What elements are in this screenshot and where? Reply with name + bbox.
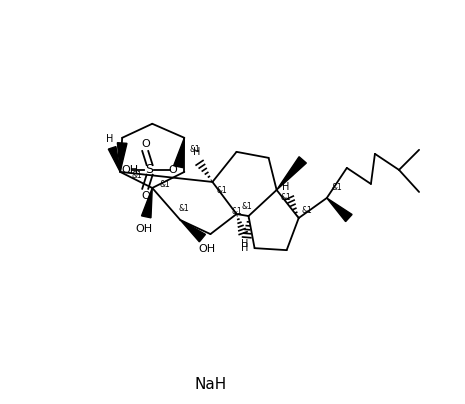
Polygon shape xyxy=(108,147,120,172)
Text: &1: &1 xyxy=(302,206,312,215)
Text: O: O xyxy=(141,139,150,149)
Text: &1: &1 xyxy=(159,180,170,189)
Text: NaH: NaH xyxy=(194,377,226,392)
Polygon shape xyxy=(180,220,206,242)
Text: H: H xyxy=(241,243,248,253)
Text: &1: &1 xyxy=(189,145,200,154)
Text: &1: &1 xyxy=(179,204,189,213)
Text: OH: OH xyxy=(136,224,153,234)
Polygon shape xyxy=(141,188,152,218)
Polygon shape xyxy=(117,143,127,172)
Text: H: H xyxy=(193,147,200,157)
Text: O: O xyxy=(168,165,177,175)
Text: O: O xyxy=(141,191,150,201)
Polygon shape xyxy=(173,138,184,168)
Text: &1: &1 xyxy=(132,171,142,181)
Polygon shape xyxy=(327,198,352,222)
Polygon shape xyxy=(277,157,306,190)
Text: &1: &1 xyxy=(332,183,342,192)
Text: H: H xyxy=(282,182,289,192)
Text: &1: &1 xyxy=(216,186,227,195)
Text: &1: &1 xyxy=(241,202,252,211)
Text: S: S xyxy=(146,163,153,177)
Text: OH: OH xyxy=(121,165,139,175)
Text: &1: &1 xyxy=(232,207,242,216)
Text: &1: &1 xyxy=(281,193,292,202)
Text: H: H xyxy=(106,134,114,144)
Text: OH: OH xyxy=(199,244,216,254)
Text: H: H xyxy=(241,239,249,249)
